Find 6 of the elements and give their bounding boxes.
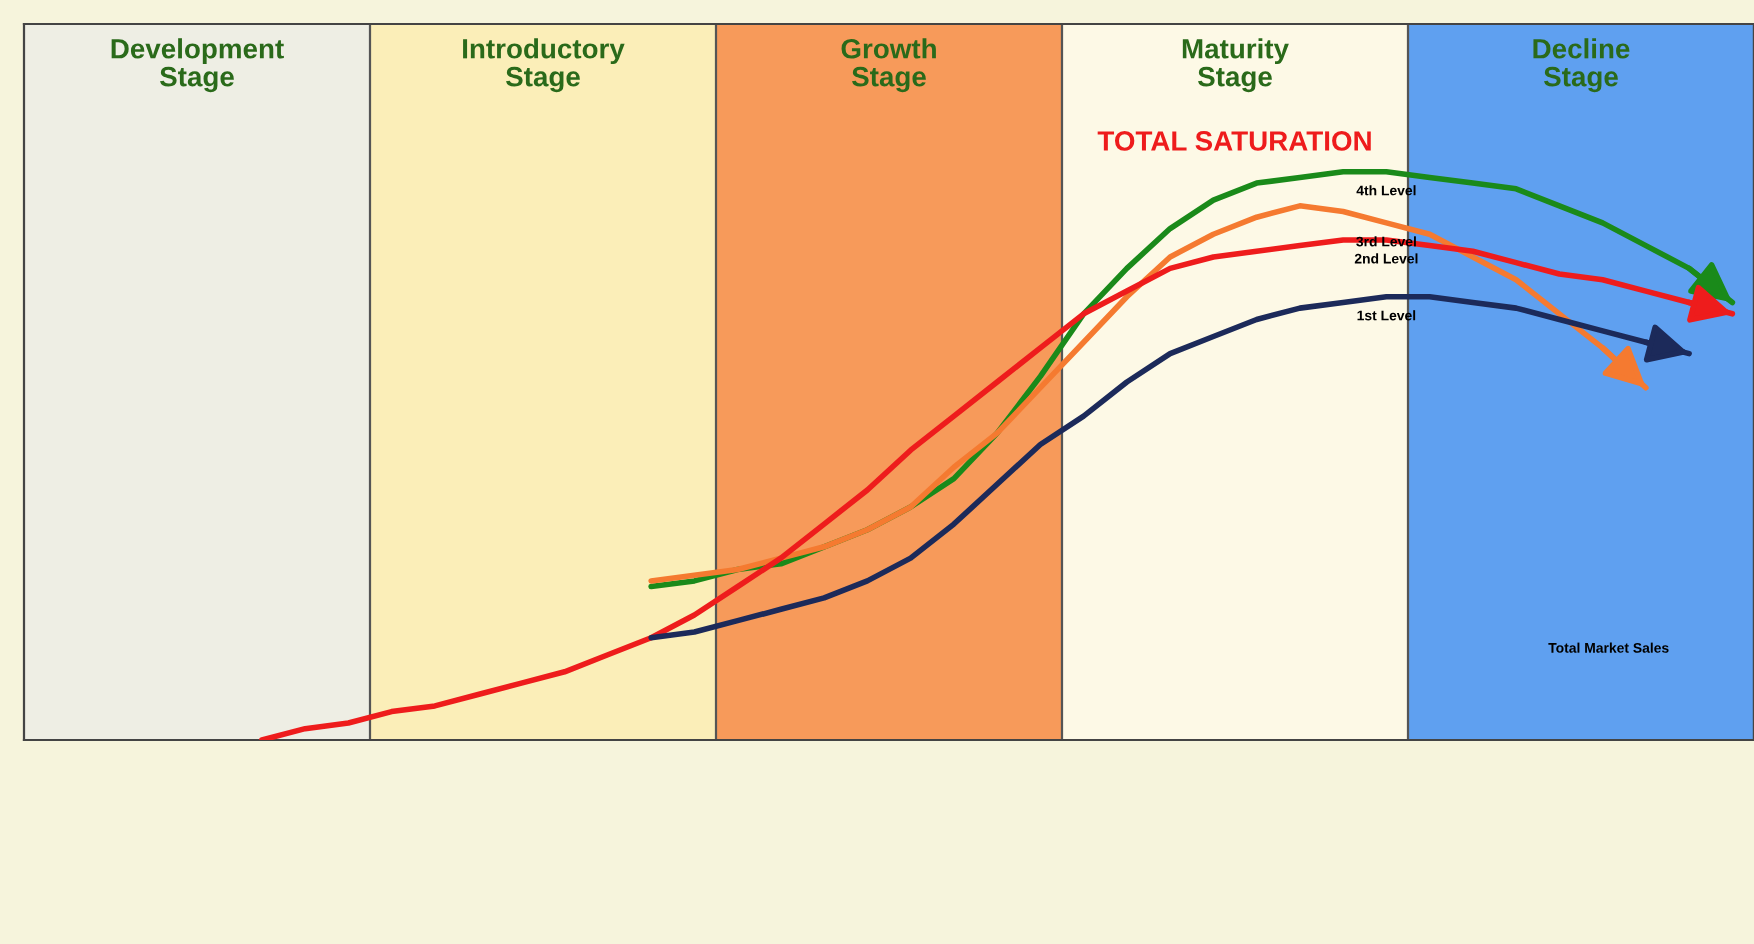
text: TOTAL SATURATION [1097, 131, 1371, 151]
text: Introductory Stage [463, 38, 625, 93]
text: Decline Stage [1533, 38, 1630, 93]
text: Development Stage [111, 38, 284, 93]
text: Growth Stage [841, 38, 936, 93]
text: Maturity Stage [1182, 38, 1289, 93]
